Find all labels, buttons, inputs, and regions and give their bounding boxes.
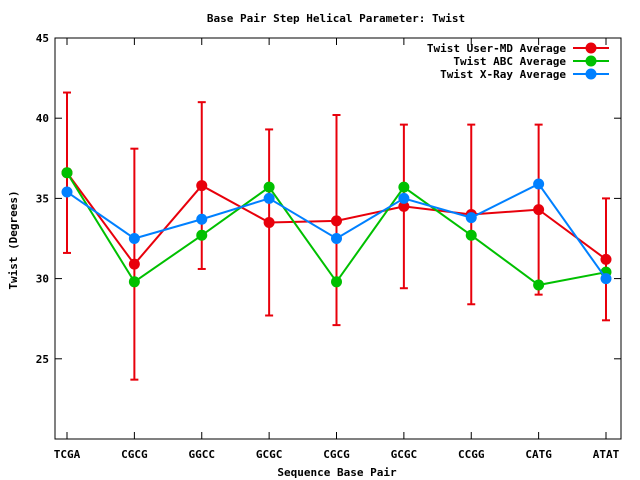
data-point — [196, 180, 208, 192]
data-point — [600, 273, 612, 285]
data-point — [533, 279, 545, 291]
y-tick-label: 25 — [36, 353, 49, 366]
data-point — [465, 212, 477, 224]
legend-swatch-marker — [585, 68, 597, 80]
x-tick-label: GCGC — [256, 448, 283, 461]
data-point — [263, 216, 275, 228]
legend-label: Twist User-MD Average — [427, 42, 566, 55]
x-tick-label: ATAT — [593, 448, 620, 461]
y-tick-label: 35 — [36, 192, 49, 205]
data-point — [196, 213, 208, 225]
data-point — [61, 167, 73, 179]
chart-title: Base Pair Step Helical Parameter: Twist — [207, 12, 465, 25]
data-point — [533, 204, 545, 216]
x-tick-label: GGCC — [189, 448, 216, 461]
y-tick-label: 45 — [36, 32, 49, 45]
legend-label: Twist ABC Average — [453, 55, 566, 68]
series-group — [61, 91, 612, 381]
data-point — [398, 200, 410, 212]
legend-swatch-marker — [585, 55, 597, 67]
data-point — [128, 233, 140, 244]
legend-swatch-marker — [585, 42, 597, 54]
data-point — [196, 229, 208, 241]
data-point — [398, 181, 410, 193]
y-axis-label: Twist (Degrees) — [7, 190, 20, 289]
series-group — [61, 167, 612, 291]
data-point — [331, 215, 342, 227]
series-group — [61, 178, 612, 285]
data-point — [128, 258, 140, 270]
data-point — [331, 233, 342, 244]
x-axis-label: Sequence Base Pair — [277, 466, 397, 479]
x-tick-label: TCGA — [54, 448, 81, 461]
data-point — [533, 178, 545, 190]
y-tick-label: 30 — [36, 273, 49, 286]
x-tick-label: CGCG — [121, 448, 148, 461]
data-point — [263, 192, 275, 204]
legend-label: Twist X-Ray Average — [440, 68, 566, 81]
data-point — [263, 181, 275, 193]
plot-border — [54, 37, 622, 440]
x-tick-label: GCGC — [391, 448, 418, 461]
data-point — [600, 253, 612, 265]
x-tick-label: CATG — [525, 448, 552, 461]
x-tick-label: CGCG — [323, 448, 350, 461]
data-point — [61, 186, 73, 198]
x-tick-label: CCGG — [458, 448, 485, 461]
data-point — [465, 229, 477, 241]
data-point — [398, 192, 410, 204]
data-point — [331, 276, 342, 288]
data-point — [128, 276, 140, 288]
y-tick-label: 40 — [36, 112, 49, 125]
